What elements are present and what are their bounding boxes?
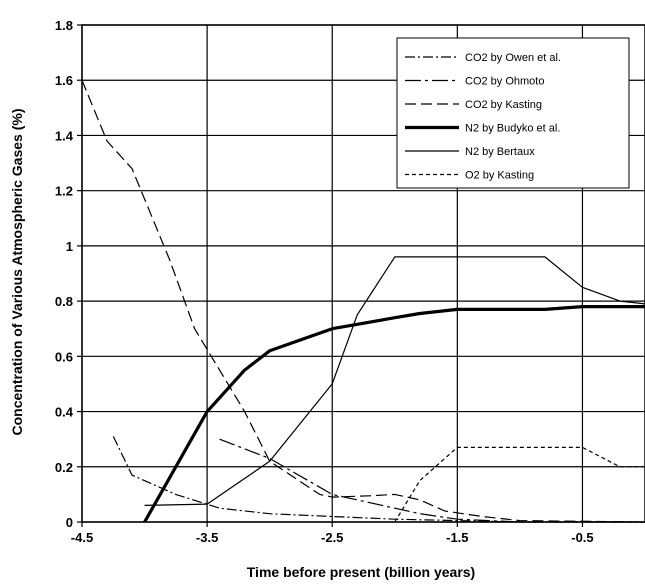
x-tick-label: -4.5 [71, 530, 93, 545]
y-axis-title: Concentration of Various Atmospheric Gas… [9, 109, 25, 436]
series-line-6 [394, 446, 645, 523]
legend: CO2 by Owen et al. CO2 by Ohmoto CO2 by Ka… [396, 37, 630, 189]
y-tick-label: 1 [66, 239, 73, 254]
x-tick-label: -0.5 [571, 530, 593, 545]
legend-label: CO2 by Kasting [465, 99, 542, 111]
y-tick-label: 0.2 [55, 460, 73, 475]
y-axis-ticks: 0 0.2 0.4 0.6 0.8 1 1.2 1.4 1.6 1.8 [55, 18, 82, 530]
y-tick-label: 0.4 [55, 405, 74, 420]
y-tick-label: 1.8 [55, 18, 73, 33]
x-axis-ticks: -4.5 -3.5 -2.5 -1.5 -0.5 [71, 522, 594, 545]
legend-label: N2 by Bertaux [465, 146, 535, 158]
x-axis-title: Time before present (billion years) [247, 564, 475, 580]
y-tick-label: 0.8 [55, 294, 73, 309]
series-line-2 [219, 438, 645, 523]
y-tick-label: 1.4 [55, 128, 74, 143]
legend-box [396, 37, 630, 189]
plot-border [81, 24, 645, 523]
series-line-5 [144, 256, 645, 506]
series-line-3 [81, 79, 645, 523]
y-tick-label: 0 [66, 515, 73, 530]
legend-label: CO2 by Owen et al. [465, 52, 561, 64]
x-tick-label: -2.5 [321, 530, 343, 545]
series-line-1 [112, 436, 645, 523]
legend-label: O2 by Kasting [465, 170, 534, 182]
y-tick-label: 1.2 [55, 184, 73, 199]
x-tick-label: -1.5 [446, 530, 468, 545]
y-tick-label: 1.6 [55, 73, 73, 88]
legend-label: N2 by Budyko et al. [465, 123, 560, 135]
x-tick-label: -3.5 [196, 530, 218, 545]
plot-frame [81, 24, 645, 523]
y-tick-label: 0.6 [55, 349, 73, 364]
legend-label: CO2 by Ohmoto [465, 76, 544, 88]
series-line-4 [143, 305, 645, 523]
